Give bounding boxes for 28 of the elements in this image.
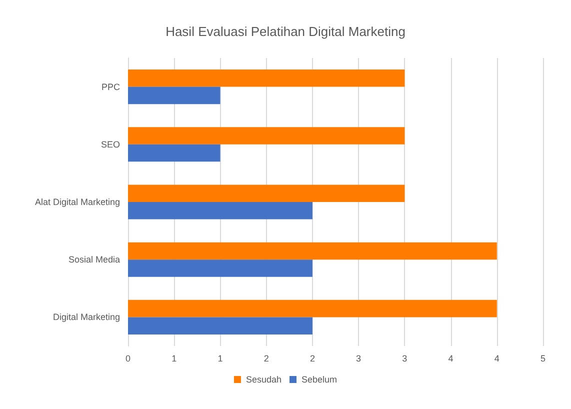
bar (128, 202, 312, 220)
bar (128, 70, 405, 87)
y-tick-label: SEO (100, 139, 120, 150)
bar (128, 144, 220, 162)
x-tick-label: 3 (356, 354, 362, 364)
x-tick-label: 3 (402, 354, 408, 364)
x-tick-label: 2 (310, 354, 315, 364)
x-tick-label: 4 (448, 354, 454, 364)
bar (128, 260, 312, 277)
x-tick-label: 1 (218, 354, 223, 364)
bar (128, 242, 497, 260)
y-tick-label: Digital Marketing (52, 312, 120, 322)
x-tick-label: 2 (264, 354, 269, 364)
legend-label: Sebelum (302, 374, 338, 384)
y-tick-label: Sosial Media (68, 254, 120, 265)
bar (128, 184, 405, 202)
bar (128, 317, 312, 334)
legend-label: Sesudah (246, 374, 282, 384)
x-tick-label: 5 (540, 354, 546, 364)
bar (128, 86, 220, 104)
bar (128, 300, 497, 318)
bar (128, 127, 405, 144)
x-tick-label: 1 (172, 354, 177, 364)
x-tick-label: 0 (125, 354, 131, 364)
y-tick-label: PPC (101, 82, 120, 92)
x-tick-label: 4 (494, 354, 500, 364)
chart-title: Hasil Evaluasi Pelatihan Digital Marketing (166, 24, 406, 39)
y-tick-label: Alat Digital Marketing (34, 197, 120, 207)
